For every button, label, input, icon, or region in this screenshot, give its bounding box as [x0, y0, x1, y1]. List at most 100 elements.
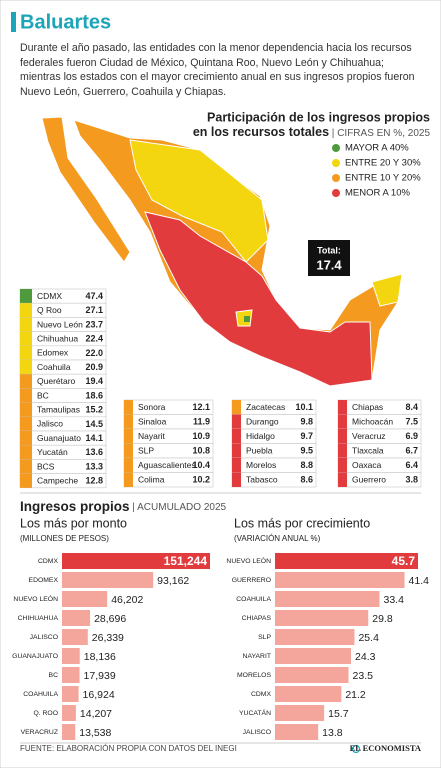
- legend-swatch: [332, 144, 340, 152]
- map-region: [144, 211, 373, 387]
- state-name: Tlaxcala: [352, 446, 384, 456]
- state-name: Morelos: [246, 460, 276, 470]
- legend-swatch: [332, 174, 340, 182]
- category-label: GUANAJUATO: [12, 653, 58, 660]
- category-label: SLP: [258, 634, 271, 641]
- bar: [275, 610, 369, 626]
- category-label: NUEVO LEÓN: [13, 594, 58, 603]
- map-region: [244, 316, 250, 322]
- state-value: 27.1: [85, 305, 103, 315]
- state-swatch: [20, 473, 32, 488]
- state-value: 6.4: [405, 460, 418, 470]
- state-swatch: [338, 400, 347, 415]
- legend-swatch: [332, 189, 340, 197]
- state-name: Tabasco: [246, 475, 278, 485]
- state-name: Querétaro: [37, 376, 76, 386]
- state-value: 9.8: [300, 417, 313, 427]
- map-units: |: [329, 128, 337, 139]
- state-swatch: [124, 458, 133, 473]
- state-name: Zacatecas: [246, 402, 285, 412]
- state-value: 9.5: [300, 446, 313, 456]
- state-swatch: [20, 360, 32, 375]
- state-value: 15.2: [85, 405, 103, 415]
- state-value: 10.8: [192, 446, 210, 456]
- legend-label: MENOR A 10%: [345, 188, 410, 199]
- value-label: 28,696: [94, 613, 126, 625]
- value-label: 45.7: [392, 554, 416, 568]
- value-label: 13.8: [322, 727, 343, 739]
- bar: [62, 648, 80, 664]
- state-name: Coahuila: [37, 362, 71, 372]
- bar: [62, 629, 88, 645]
- state-value: 10.4: [192, 460, 210, 470]
- map-units: CIFRAS EN %, 2025: [337, 128, 430, 139]
- bar: [275, 724, 319, 740]
- bar: [62, 572, 154, 588]
- map-title: en los recursos totales | CIFRAS EN %, 2…: [193, 125, 431, 139]
- state-value: 12.8: [85, 476, 103, 486]
- category-label: MORELOS: [237, 672, 271, 679]
- bar: [275, 686, 342, 702]
- chart-subtitle: (MILLONES DE PESOS): [20, 534, 109, 543]
- value-label: 23.5: [353, 670, 374, 682]
- chart-subtitle: (VARIACIÓN ANUAL %): [234, 534, 321, 543]
- state-value: 22.4: [85, 334, 103, 344]
- state-swatch: [20, 374, 32, 389]
- state-swatch: [20, 431, 32, 446]
- value-label: 21.2: [345, 689, 366, 701]
- category-label: VERACRUZ: [21, 729, 58, 736]
- state-name: Guanajuato: [37, 433, 81, 443]
- title-marker: [11, 12, 16, 32]
- state-value: 13.6: [85, 447, 103, 457]
- state-swatch: [124, 429, 133, 444]
- state-value: 10.2: [192, 475, 210, 485]
- state-name: Chiapas: [352, 402, 383, 412]
- state-swatch: [20, 289, 32, 304]
- state-name: Puebla: [246, 446, 273, 456]
- bar: [275, 629, 355, 645]
- category-label: CDMX: [251, 691, 271, 698]
- section-subtitle: ACUMULADO 2025: [137, 502, 226, 513]
- state-swatch: [338, 472, 347, 487]
- map-region: [41, 116, 131, 263]
- value-label: 18,136: [84, 651, 116, 663]
- value-label: 46,202: [111, 594, 143, 606]
- state-swatch: [20, 317, 32, 332]
- state-swatch: [232, 458, 241, 473]
- bar: [275, 572, 405, 588]
- state-swatch: [338, 414, 347, 429]
- state-swatch: [338, 443, 347, 458]
- state-value: 11.9: [193, 417, 210, 427]
- state-swatch: [124, 472, 133, 487]
- value-label: 93,162: [157, 575, 189, 587]
- category-label: JALISCO: [30, 634, 58, 641]
- map-title-line: en los recursos totales: [193, 125, 329, 139]
- section-title-text: Ingresos propios: [20, 499, 130, 514]
- state-name: Chihuahua: [37, 333, 78, 343]
- state-value: 47.4: [85, 291, 103, 301]
- category-label: NAYARIT: [243, 653, 271, 660]
- state-name: Jalisco: [37, 419, 63, 429]
- map: [41, 116, 403, 387]
- chart-title: Los más por monto: [20, 516, 127, 530]
- state-swatch: [20, 402, 32, 417]
- state-name: Nayarit: [138, 431, 166, 441]
- map-title: Participación de los ingresos propios: [207, 110, 430, 124]
- state-name: Tamaulipas: [37, 404, 80, 414]
- category-label: GUERRERO: [232, 577, 271, 584]
- total-label: Total:: [317, 245, 341, 255]
- state-name: BCS: [37, 461, 55, 471]
- state-name: SLP: [138, 446, 154, 456]
- category-label: COAHUILA: [236, 596, 271, 603]
- state-swatch: [232, 414, 241, 429]
- state-value: 7.5: [405, 417, 418, 427]
- state-name: BC: [37, 390, 49, 400]
- state-value: 14.1: [85, 433, 103, 443]
- state-name: Hidalgo: [246, 431, 275, 441]
- state-swatch: [20, 445, 32, 460]
- bar: [275, 553, 418, 569]
- value-label: 14,207: [80, 708, 112, 720]
- state-value: 12.1: [192, 402, 210, 412]
